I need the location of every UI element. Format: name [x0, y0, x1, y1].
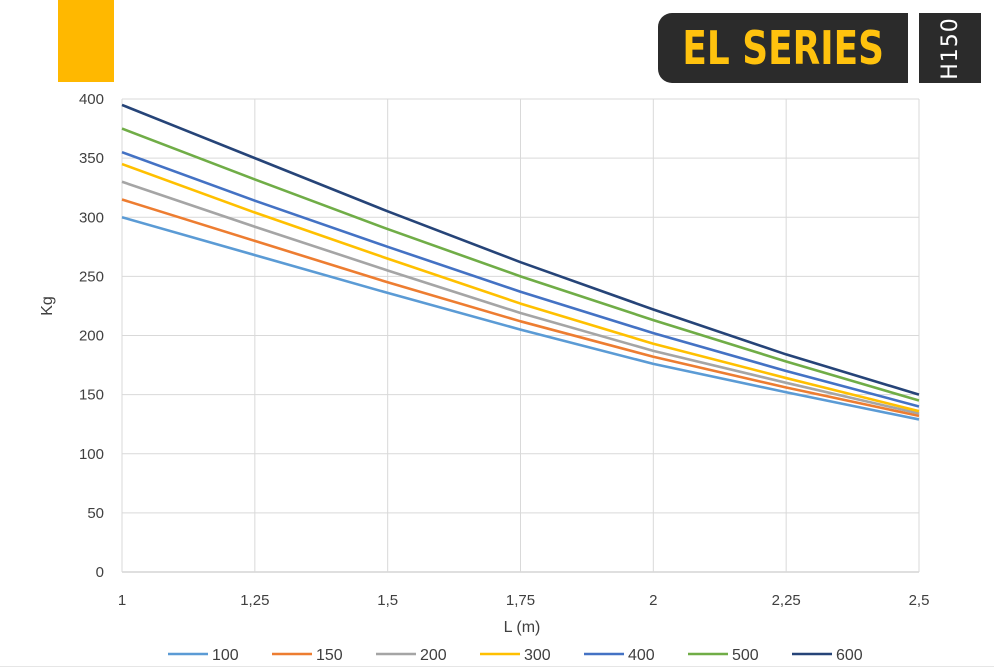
x-tick-label: 1,75 [506, 592, 535, 609]
legend-label-100: 100 [212, 647, 239, 664]
model-badge: H150 [919, 13, 981, 83]
legend-label-150: 150 [316, 647, 343, 664]
series-line-400 [121, 150, 920, 408]
y-tick-label: 250 [79, 268, 104, 285]
series-line-500 [121, 127, 920, 402]
series-label: EL SERIES [682, 21, 884, 75]
x-tick-label: 1,5 [377, 592, 398, 609]
series-badge: EL SERIES [658, 13, 908, 83]
y-tick-label: 300 [79, 209, 104, 226]
chart-series [121, 103, 920, 421]
legend-label-500: 500 [732, 647, 759, 664]
x-tick-label: 2,5 [909, 592, 930, 609]
x-axis-label: L (m) [504, 619, 541, 636]
y-tick-label: 50 [87, 505, 104, 522]
y-tick-label: 150 [79, 387, 104, 404]
x-tick-label: 2,25 [772, 592, 801, 609]
legend-label-400: 400 [628, 647, 655, 664]
chart-legend: 100 150 200 300 400 500 600 [168, 647, 863, 664]
y-axis-label: Kg [39, 296, 56, 316]
legend-label-300: 300 [524, 647, 551, 664]
y-tick-label: 400 [79, 91, 104, 108]
series-line-300 [121, 162, 920, 413]
divider [0, 666, 994, 667]
chart-ticks: 0 50 100 150 200 250 300 350 400 1 1,25 1,5 1,75 2 2,2… [79, 91, 929, 609]
x-tick-label: 1,25 [240, 592, 269, 609]
x-tick-label: 1 [118, 592, 126, 609]
series-line-200 [121, 180, 920, 415]
accent-block [58, 0, 114, 82]
y-tick-label: 100 [79, 446, 104, 463]
legend-label-600: 600 [836, 647, 863, 664]
x-tick-label: 2 [649, 592, 657, 609]
legend-label-200: 200 [420, 647, 447, 664]
chart-grid [121, 98, 920, 573]
y-tick-label: 350 [79, 150, 104, 167]
series-line-600 [121, 103, 920, 396]
y-tick-label: 200 [79, 328, 104, 345]
series-line-150 [121, 198, 920, 418]
y-tick-label: 0 [96, 564, 104, 581]
series-line-100 [121, 215, 920, 421]
